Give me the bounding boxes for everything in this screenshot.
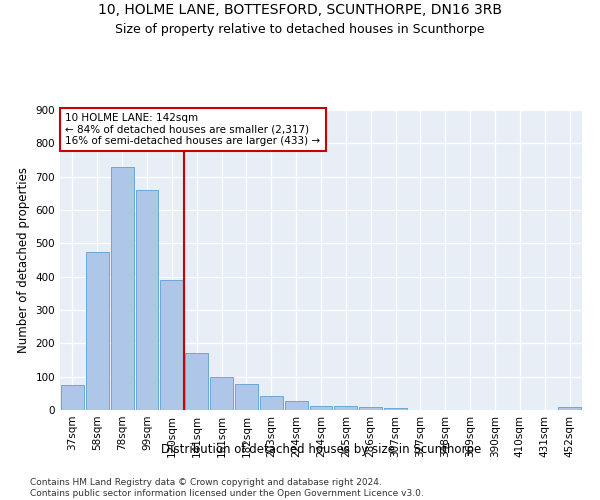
Bar [210, 376, 233, 410]
Bar [310, 406, 332, 410]
Bar [111, 166, 134, 410]
Bar [86, 252, 109, 410]
Bar [235, 384, 258, 410]
Bar [558, 408, 581, 410]
Text: Size of property relative to detached houses in Scunthorpe: Size of property relative to detached ho… [115, 22, 485, 36]
Text: Contains HM Land Registry data © Crown copyright and database right 2024.
Contai: Contains HM Land Registry data © Crown c… [30, 478, 424, 498]
Bar [334, 406, 357, 410]
Y-axis label: Number of detached properties: Number of detached properties [17, 167, 30, 353]
Text: Distribution of detached houses by size in Scunthorpe: Distribution of detached houses by size … [161, 442, 481, 456]
Bar [359, 406, 382, 410]
Text: 10 HOLME LANE: 142sqm
← 84% of detached houses are smaller (2,317)
16% of semi-d: 10 HOLME LANE: 142sqm ← 84% of detached … [65, 113, 320, 146]
Text: 10, HOLME LANE, BOTTESFORD, SCUNTHORPE, DN16 3RB: 10, HOLME LANE, BOTTESFORD, SCUNTHORPE, … [98, 2, 502, 16]
Bar [160, 280, 183, 410]
Bar [136, 190, 158, 410]
Bar [260, 396, 283, 410]
Bar [285, 400, 308, 410]
Bar [61, 385, 84, 410]
Bar [384, 408, 407, 410]
Bar [185, 352, 208, 410]
